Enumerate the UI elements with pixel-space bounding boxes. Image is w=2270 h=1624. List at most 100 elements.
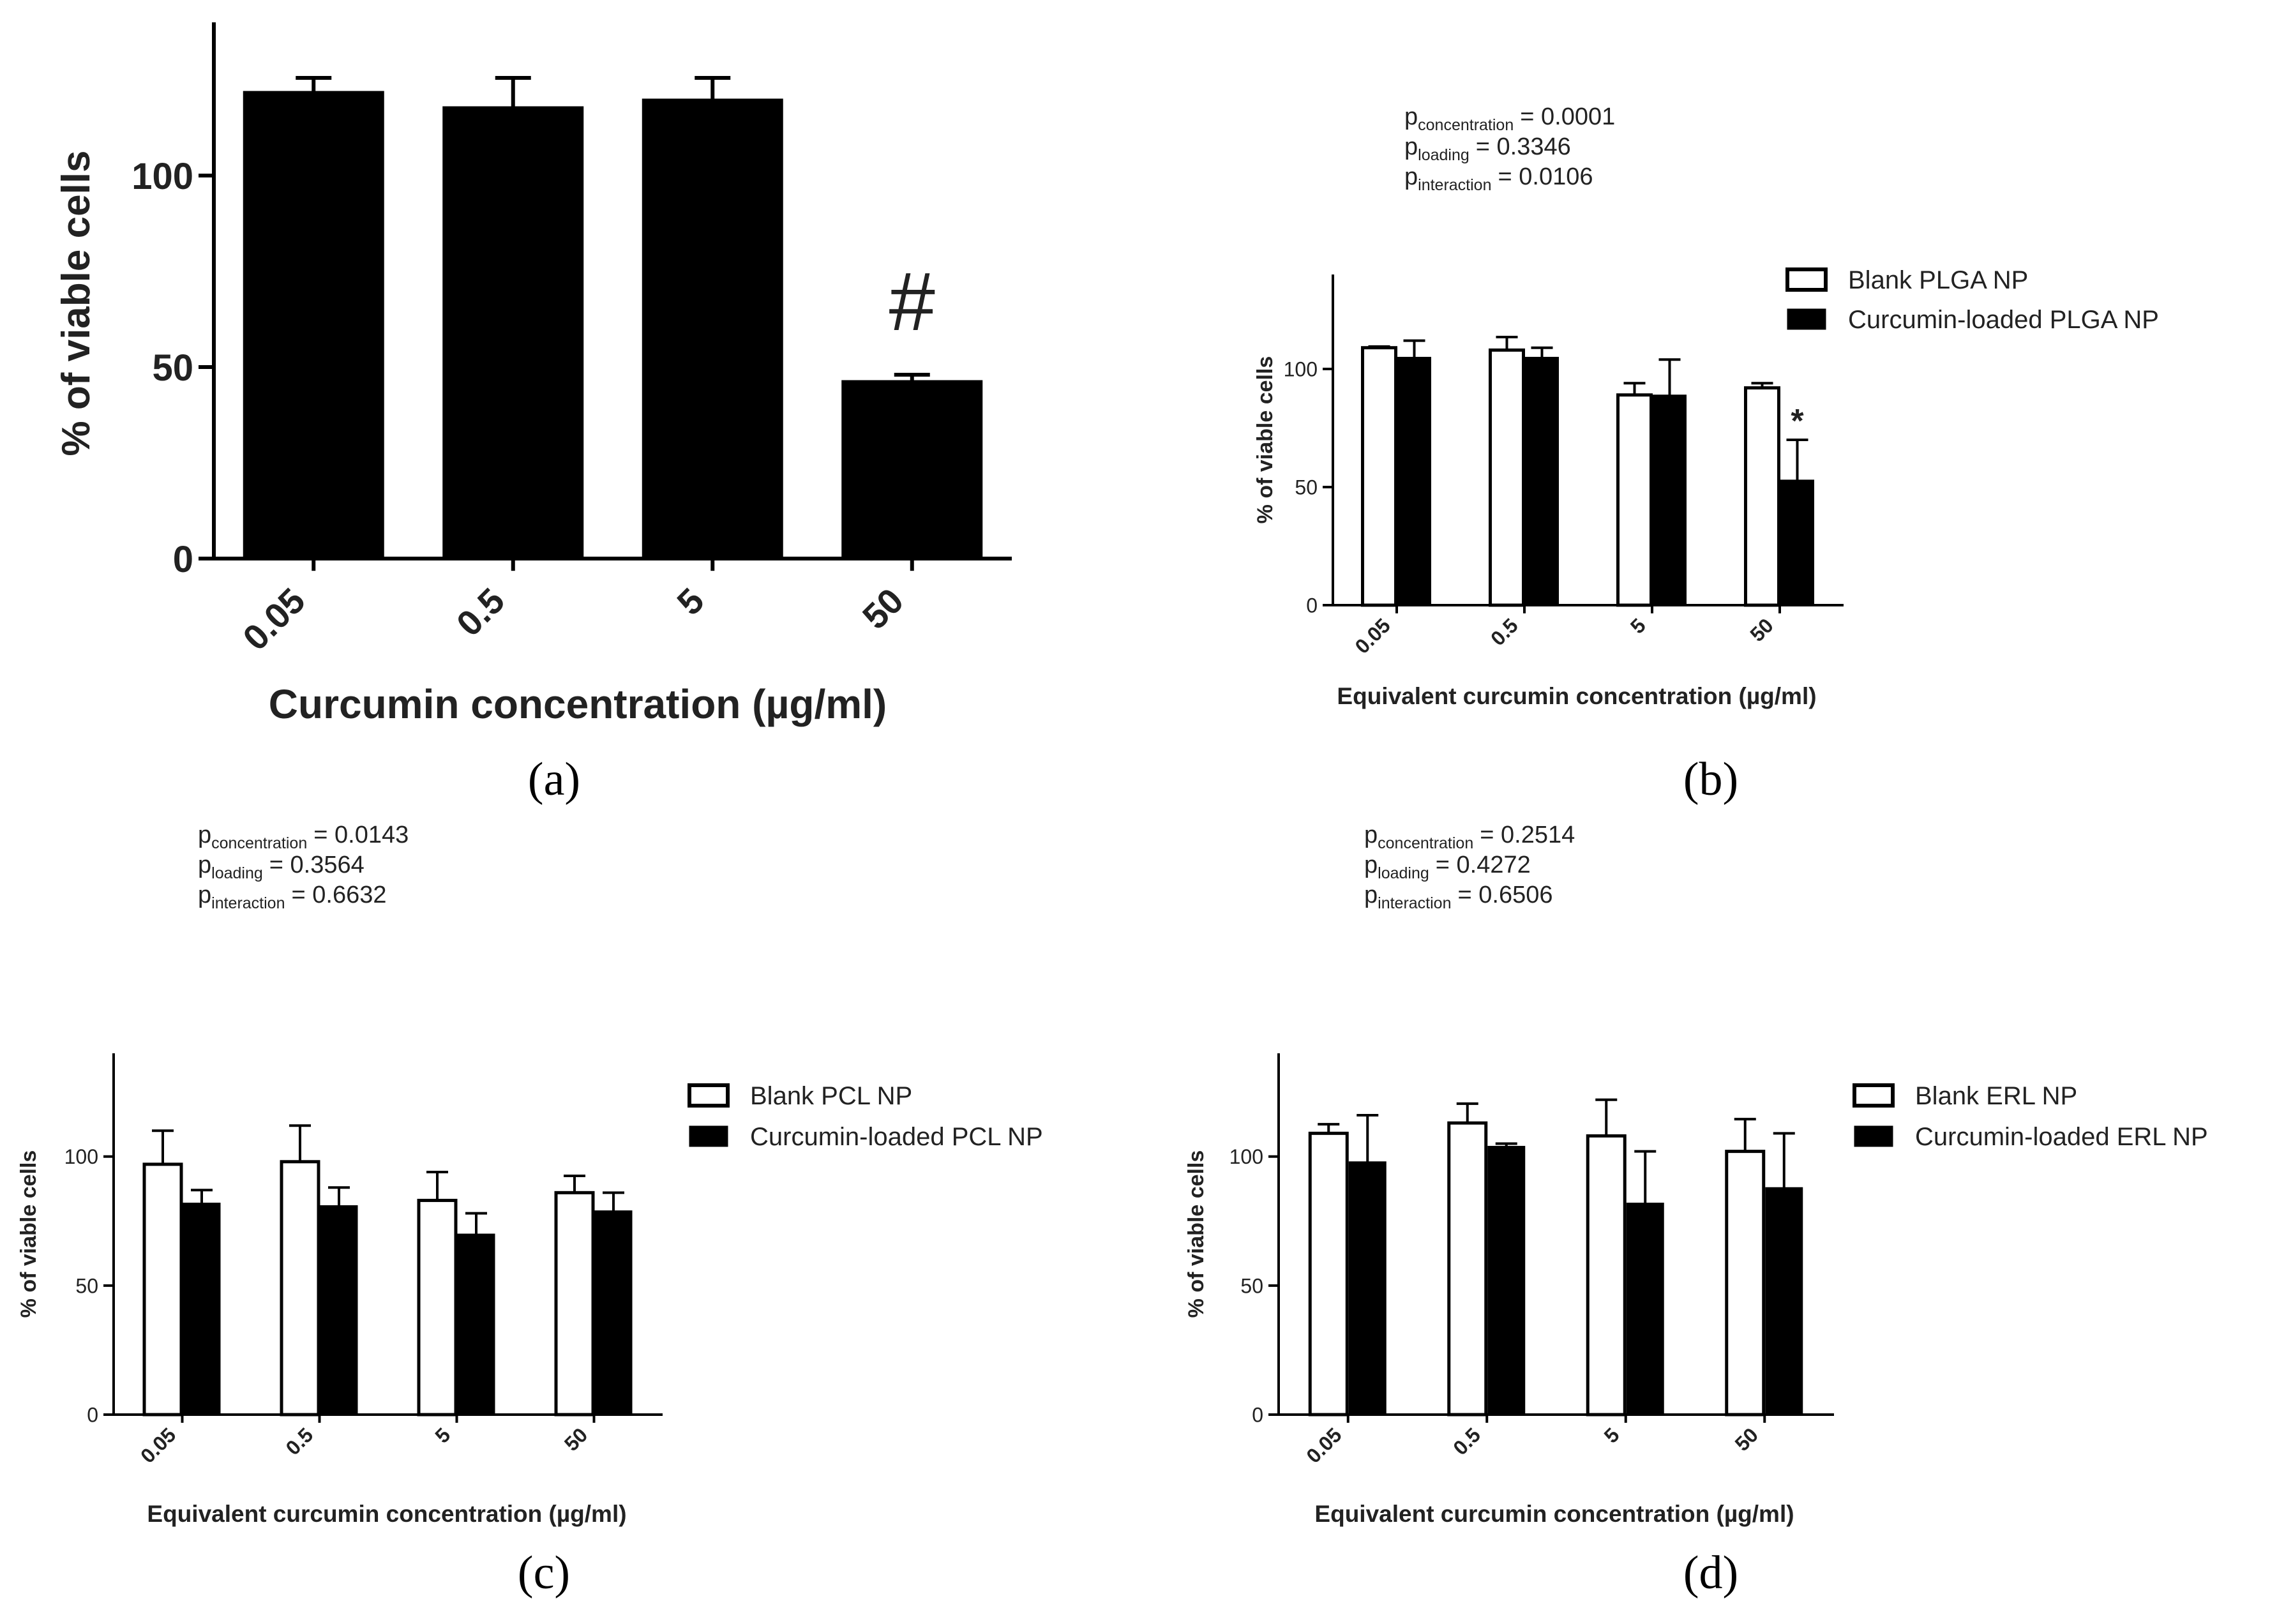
legend-label: Curcumin-loaded ERL NP	[1915, 1123, 2208, 1151]
bar-blank-3	[1725, 1150, 1766, 1417]
bar-curcumin-0	[1348, 1161, 1387, 1415]
p-subscript: loading	[1418, 146, 1469, 164]
p-value: = 0.0106	[1498, 163, 1593, 190]
p-value-concentration: pconcentration = 0.2514	[1364, 822, 1575, 852]
y-tick-label: 50	[152, 347, 193, 389]
p-value-concentration: pconcentration = 0.0143	[198, 822, 409, 852]
bar-curcumin-3	[594, 1210, 633, 1415]
x-tick-label: 5	[669, 580, 712, 623]
p-subscript: concentration	[1378, 834, 1473, 852]
bar-curcumin-1	[442, 106, 584, 559]
x-tick-label: 0.05	[1302, 1423, 1346, 1467]
legend-label: Blank PLGA NP	[1848, 266, 2028, 294]
p-symbol: p	[198, 822, 211, 848]
chart-panel-d: 0.05 0.5 5 50 0 50 100 % of viable cells Equival…	[1184, 822, 2208, 1599]
x-axis-label: Equivalent curcumin concentration (µg/ml…	[147, 1501, 626, 1527]
bar-blank-2	[417, 1198, 458, 1417]
x-tick-label: 5	[430, 1423, 455, 1447]
bar-curcumin-1	[1487, 1146, 1526, 1415]
p-value: = 0.2514	[1480, 822, 1575, 848]
x-tick-label: 5	[1600, 1423, 1624, 1447]
x-tick-label: 0.5	[1448, 1423, 1485, 1459]
p-symbol: p	[1404, 163, 1418, 190]
bar-curcumin-2	[457, 1233, 495, 1415]
chart-panel-c: 0.05 0.5 5 50 0 50 100 % of viable cells Equival…	[17, 822, 1043, 1599]
bar-curcumin-0	[183, 1202, 221, 1415]
p-value: = 0.0001	[1520, 103, 1615, 130]
p-value-interaction: pinteraction = 0.0106	[1404, 163, 1593, 194]
chart-panel-a: 0.05 0.5 5 50 #0 50 100 % of viable cells Curcum…	[54, 22, 1012, 806]
p-value: = 0.6506	[1458, 882, 1553, 908]
p-symbol: p	[1404, 103, 1418, 130]
x-tick-label: 50	[1745, 613, 1778, 646]
bar-blank-3	[1744, 386, 1780, 607]
bar-curcumin-2	[642, 98, 783, 559]
p-value: = 0.0143	[313, 822, 409, 848]
p-subscript: loading	[211, 864, 263, 882]
y-tick-label: 0	[173, 539, 193, 580]
panel-label: (b)	[1683, 753, 1738, 806]
legend-swatch-curcumin	[1787, 308, 1826, 330]
legend-swatch-blank	[688, 1083, 730, 1108]
p-symbol: p	[1364, 822, 1378, 848]
y-tick-label: 100	[132, 156, 193, 197]
bar-curcumin-3	[1765, 1187, 1803, 1415]
x-tick-label: 5	[1626, 613, 1650, 638]
bar-curcumin-2	[1626, 1202, 1664, 1415]
p-symbol: p	[198, 852, 211, 878]
bar-curcumin-0	[243, 91, 384, 559]
p-symbol: p	[1404, 133, 1418, 160]
p-subscript: interaction	[1378, 894, 1451, 912]
bar-blank-1	[280, 1160, 320, 1417]
x-tick-label: 50	[560, 1423, 592, 1455]
y-axis-label: % of viable cells	[1253, 356, 1277, 524]
p-subscript: concentration	[211, 834, 307, 852]
p-subscript: concentration	[1418, 116, 1514, 134]
y-axis-label: % of viable cells	[1184, 1150, 1208, 1318]
x-axis-label: Curcumin concentration (µg/ml)	[269, 681, 887, 727]
y-tick-label: 50	[75, 1274, 98, 1297]
x-axis-label: Equivalent curcumin concentration (µg/ml…	[1337, 683, 1816, 709]
p-value: = 0.4272	[1436, 852, 1531, 878]
bar-blank-1	[1489, 348, 1525, 607]
chart-panel-b: 0.05 0.5 5 50 * 0 50 100 % of viable cells Equiva…	[1253, 103, 2159, 806]
y-tick-label: 100	[1229, 1145, 1263, 1168]
bar-blank-1	[1447, 1121, 1488, 1417]
legend-label: Blank PCL NP	[750, 1082, 912, 1110]
x-tick-label: 0.05	[1350, 613, 1394, 658]
bar-curcumin-1	[320, 1205, 358, 1415]
x-tick-label: 0.5	[449, 580, 513, 644]
p-value-interaction: pinteraction = 0.6506	[1364, 882, 1552, 912]
y-tick-label: 0	[87, 1404, 98, 1427]
bar-blank-2	[1616, 393, 1653, 607]
legend-label: Curcumin-loaded PCL NP	[750, 1123, 1043, 1151]
p-value: = 0.6632	[292, 882, 387, 908]
p-symbol: p	[1364, 882, 1378, 908]
bar-blank-0	[1361, 346, 1397, 607]
x-tick-label: 50	[855, 580, 912, 637]
p-value-loading: ploading = 0.3564	[198, 852, 365, 882]
y-axis-label: % of viable cells	[54, 151, 98, 456]
bar-curcumin-2	[1653, 395, 1687, 606]
legend-swatch-blank	[1785, 267, 1828, 292]
bar-curcumin-0	[1397, 357, 1431, 606]
bar-curcumin-3	[1780, 479, 1814, 606]
bar-blank-0	[142, 1162, 183, 1417]
y-tick-label: 50	[1240, 1274, 1263, 1297]
x-tick-label: 50	[1731, 1423, 1763, 1455]
legend-label: Blank ERL NP	[1915, 1082, 2077, 1110]
x-tick-label: 0.5	[282, 1423, 318, 1459]
p-symbol: p	[198, 882, 211, 908]
bar-curcumin-3	[841, 380, 983, 559]
panel-label: (a)	[528, 753, 580, 806]
legend-swatch-blank	[1853, 1083, 1895, 1108]
x-tick-label: 0.05	[235, 580, 313, 658]
p-value: = 0.3346	[1476, 133, 1571, 160]
p-value-interaction: pinteraction = 0.6632	[198, 882, 386, 912]
panel-label: (d)	[1683, 1547, 1738, 1599]
p-subscript: interaction	[211, 894, 285, 912]
legend-swatch-curcumin	[1854, 1125, 1893, 1147]
x-tick-label: 0.05	[136, 1423, 180, 1467]
y-tick-label: 100	[1284, 358, 1318, 381]
